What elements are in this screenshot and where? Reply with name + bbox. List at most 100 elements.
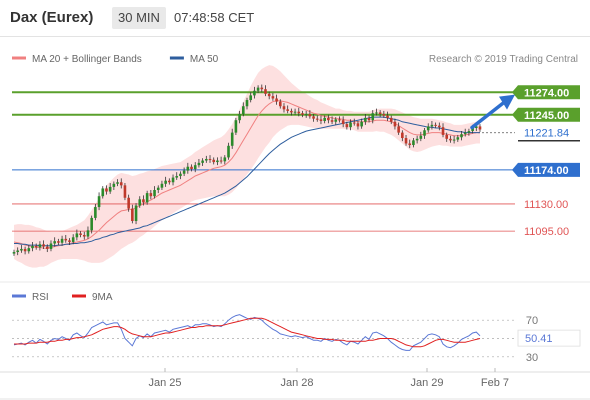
level-label-bg: [512, 162, 580, 177]
candle-body: [108, 186, 112, 192]
candle-body: [34, 245, 38, 248]
candle-body: [23, 248, 27, 252]
candle-body: [264, 89, 267, 94]
candle-body: [412, 140, 415, 146]
candle-body: [168, 180, 171, 183]
candle-body: [227, 145, 230, 158]
candle-body: [319, 119, 323, 121]
x-tick-label: Jan 29: [410, 377, 443, 389]
candle-body: [145, 193, 149, 203]
candle-body: [293, 111, 297, 113]
candle-body: [138, 199, 142, 206]
candle-body: [330, 120, 334, 122]
candle-body: [131, 208, 134, 222]
candle-body: [31, 245, 34, 249]
candle-body: [190, 166, 193, 170]
candle-body: [97, 196, 101, 208]
candle-body: [127, 197, 130, 209]
level-value: 11130.00: [524, 199, 568, 211]
candle-body: [60, 238, 64, 243]
candle-body: [212, 159, 216, 163]
candle-body: [415, 138, 419, 141]
candle-body: [160, 183, 164, 188]
x-tick-label: Jan 25: [148, 377, 181, 389]
candle-body: [64, 238, 68, 241]
candle-body: [53, 241, 56, 244]
candle-body: [12, 252, 16, 254]
level-label-11095.00: 11095.00: [524, 226, 569, 238]
candle-body: [456, 137, 460, 140]
candle-body: [182, 170, 186, 174]
rsi-value-box: [517, 329, 581, 347]
rsi-last-value: 50.41: [517, 329, 581, 347]
candle-body: [171, 177, 175, 183]
candle-body: [253, 90, 256, 96]
candle-body: [149, 193, 153, 197]
candle-body: [208, 158, 212, 160]
candle-body: [426, 126, 430, 131]
level-label-11130.00: 11130.00: [524, 199, 568, 211]
candle-body: [16, 250, 19, 253]
candles: [12, 84, 482, 256]
candle-body: [105, 188, 108, 192]
candle-body: [197, 162, 201, 166]
candle-body: [45, 246, 49, 249]
rsi-panel: 70 30 50.41: [12, 314, 581, 364]
candle-body: [242, 106, 245, 114]
candle-body: [430, 124, 434, 127]
chart-header: Dax (Eurex) 30 MIN 07:48:58 CET: [0, 0, 590, 37]
candle-body: [475, 126, 478, 128]
candle-body: [223, 157, 227, 162]
candle-body: [49, 243, 53, 249]
candle-body: [186, 166, 190, 171]
candle-body: [452, 139, 456, 141]
candle-body: [27, 248, 31, 252]
candle-body: [389, 117, 393, 122]
candle-body: [71, 237, 75, 242]
legend-label: 9MA: [92, 292, 113, 303]
x-axis-ticks: Jan 25 Jan 28 Jan 29 Feb 7: [148, 368, 509, 389]
candle-body: [297, 111, 301, 114]
candle-body: [386, 115, 389, 118]
candle-body: [216, 160, 219, 163]
level-label-bg: [512, 85, 580, 100]
candle-body: [112, 183, 116, 187]
candle-body: [327, 117, 330, 121]
candle-body: [57, 241, 60, 243]
forecast-arrow: [470, 94, 515, 130]
candle-body: [290, 110, 293, 113]
rsi-legend: RSI 9MA: [12, 292, 113, 303]
candle-body: [86, 230, 90, 237]
timestamp: 07:48:58 CET: [174, 10, 255, 25]
level-value: 11245.00: [524, 110, 569, 122]
level-value: 11221.84: [524, 128, 569, 140]
candle-body: [260, 87, 264, 90]
candle-body: [79, 233, 82, 235]
candle-body: [282, 106, 286, 110]
level-value: 11095.00: [524, 226, 569, 238]
candle-body: [334, 119, 338, 122]
candle-body: [423, 130, 426, 136]
candle-body: [341, 120, 345, 125]
candle-body: [101, 188, 105, 197]
legend-label: MA 20 + Bollinger Bands: [32, 54, 142, 65]
copyright-annotation: Research © 2019 Trading Central: [429, 54, 578, 65]
candle-body: [275, 98, 278, 102]
rsi-tick-label: 70: [526, 315, 538, 327]
candle-body: [123, 185, 127, 198]
candle-body: [419, 135, 423, 139]
level-value: 11274.00: [524, 87, 569, 99]
candle-body: [471, 127, 474, 132]
candle-body: [467, 131, 471, 133]
candle-body: [434, 124, 437, 126]
level-label-11174.00: 11174.00: [512, 162, 580, 177]
candle-body: [142, 199, 145, 203]
candle-body: [230, 132, 234, 146]
candle-body: [271, 96, 275, 99]
timeframe-badge[interactable]: 30 MIN: [112, 7, 166, 29]
candle-body: [90, 217, 93, 231]
candle-body: [38, 244, 42, 248]
candle-body: [338, 119, 341, 121]
candle-body: [219, 160, 223, 162]
candle-body: [68, 240, 71, 242]
